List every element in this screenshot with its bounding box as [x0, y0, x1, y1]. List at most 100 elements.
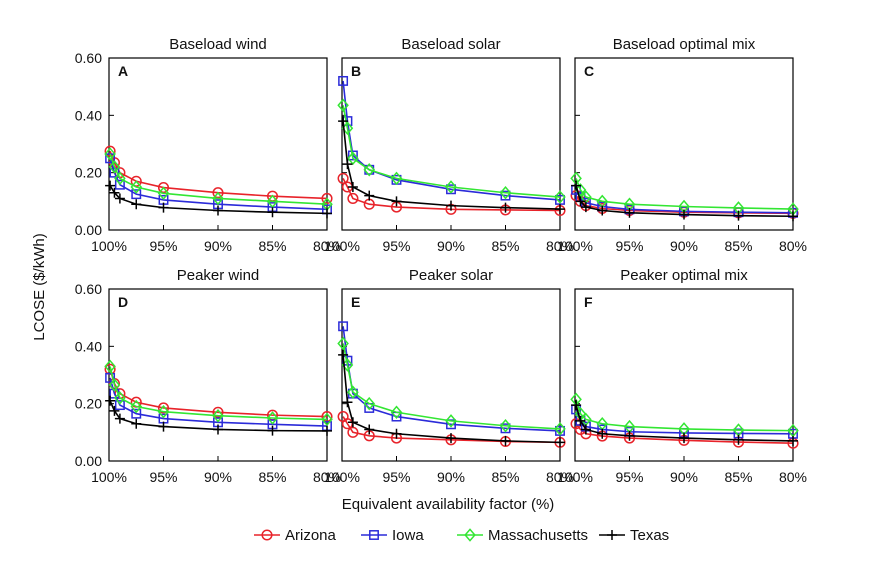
panel-b: 100% 95% 90% 85% 80% Baseload solar B	[324, 36, 574, 254]
data-point	[267, 425, 278, 436]
data-point	[347, 426, 359, 438]
data-point	[212, 187, 224, 199]
legend-label: Texas	[630, 527, 669, 544]
data-point	[499, 185, 512, 200]
series-iowa	[105, 153, 332, 215]
legend-label: Massachusetts	[488, 527, 588, 544]
series-massachusetts	[337, 336, 566, 436]
data-point	[105, 395, 116, 406]
panel-c: 100% 95% 90% 85% 80% Baseload optimal mix C	[557, 36, 807, 254]
panel-letter: F	[584, 294, 593, 310]
x-tick-label: 80%	[313, 469, 341, 485]
data-point	[575, 196, 586, 207]
x-tick-label: 100%	[324, 238, 360, 254]
series-texas	[105, 180, 332, 219]
data-point	[580, 424, 591, 435]
data-point	[130, 180, 143, 194]
data-point	[104, 359, 116, 374]
series-line	[575, 399, 794, 432]
data-point	[266, 194, 279, 209]
series-line	[109, 185, 328, 215]
data-point	[580, 202, 591, 213]
panel-letter: E	[351, 294, 360, 310]
series-texas	[338, 349, 565, 448]
data-point	[679, 209, 689, 220]
data-point	[130, 399, 143, 414]
legend-marker	[261, 529, 273, 541]
data-point	[114, 400, 125, 411]
data-point	[500, 435, 511, 446]
data-point	[212, 408, 224, 423]
y-tick-label: 0.20	[75, 396, 102, 412]
legend: Arizona Iowa Massachusetts Texas	[254, 527, 669, 544]
panel-letter: A	[118, 63, 128, 79]
data-point	[322, 208, 332, 219]
x-tick-label: 80%	[313, 238, 341, 254]
series-line	[109, 158, 328, 211]
data-point	[338, 75, 349, 86]
series-line	[342, 178, 561, 212]
y-tick-label: 0.60	[75, 50, 102, 66]
data-point	[114, 171, 126, 186]
series-line	[342, 120, 561, 210]
data-point	[266, 411, 279, 425]
x-tick-label: 100%	[557, 238, 593, 254]
data-point	[104, 147, 116, 161]
x-axis-label: Equivalent availability factor (%)	[342, 496, 555, 513]
data-point	[105, 372, 116, 383]
data-point	[338, 321, 349, 332]
data-point	[445, 414, 457, 428]
series-texas	[571, 180, 798, 222]
data-point	[597, 428, 608, 439]
data-point	[342, 159, 353, 170]
x-tick-label: 85%	[724, 469, 752, 485]
data-point	[554, 190, 566, 204]
panel-a: 0.00 0.20 0.40 0.60 100% 95% 90% 85% 80% Baseload…	[75, 36, 341, 254]
data-point	[500, 202, 511, 213]
data-point	[347, 182, 358, 192]
data-point	[788, 435, 798, 446]
data-point	[131, 418, 142, 429]
x-tick-label: 85%	[491, 469, 519, 485]
data-point	[109, 405, 120, 416]
x-tick-label: 95%	[615, 469, 643, 485]
x-tick-label: 90%	[204, 469, 232, 485]
series-line	[575, 404, 794, 442]
data-point	[109, 187, 120, 198]
data-point	[555, 204, 565, 215]
data-point	[114, 179, 125, 190]
x-tick-label: 80%	[779, 469, 807, 485]
series-massachusetts	[337, 98, 566, 204]
panels: 0.00 0.20 0.40 0.60 100% 95% 90% 85% 80% Baseload…	[75, 36, 807, 485]
legend-item-iowa: Iowa	[361, 527, 424, 544]
panel-e: 100% 95% 90% 85% 80% Peaker solar E	[324, 267, 574, 485]
series-line	[342, 354, 561, 444]
panel-letter: B	[351, 63, 361, 79]
data-point	[338, 116, 349, 127]
data-point	[446, 200, 456, 211]
data-point	[337, 172, 349, 184]
panel-title: Baseload optimal mix	[613, 36, 756, 53]
legend-item-arizona: Arizona	[254, 527, 337, 544]
series-line	[575, 178, 794, 210]
legend-item-massachusetts: Massachusetts	[457, 527, 588, 544]
legend-item-texas: Texas	[599, 527, 669, 544]
data-point	[321, 412, 333, 427]
panel-title: Baseload solar	[401, 36, 500, 53]
data-point	[347, 150, 358, 161]
data-point	[337, 98, 349, 113]
panel-title: Peaker optimal mix	[620, 267, 748, 284]
data-point	[108, 160, 121, 174]
y-tick-label: 0.40	[75, 107, 102, 123]
y-tick-label: 0.00	[75, 222, 102, 238]
x-tick-label: 100%	[91, 238, 127, 254]
data-point	[347, 417, 358, 428]
x-tick-label: 100%	[91, 469, 127, 485]
series-line	[575, 185, 794, 218]
panel-title: Baseload wind	[169, 36, 267, 53]
data-point	[571, 180, 582, 191]
x-tick-label: 85%	[258, 469, 286, 485]
legend-marker	[464, 528, 476, 542]
data-point	[733, 210, 744, 221]
data-point	[212, 406, 224, 418]
